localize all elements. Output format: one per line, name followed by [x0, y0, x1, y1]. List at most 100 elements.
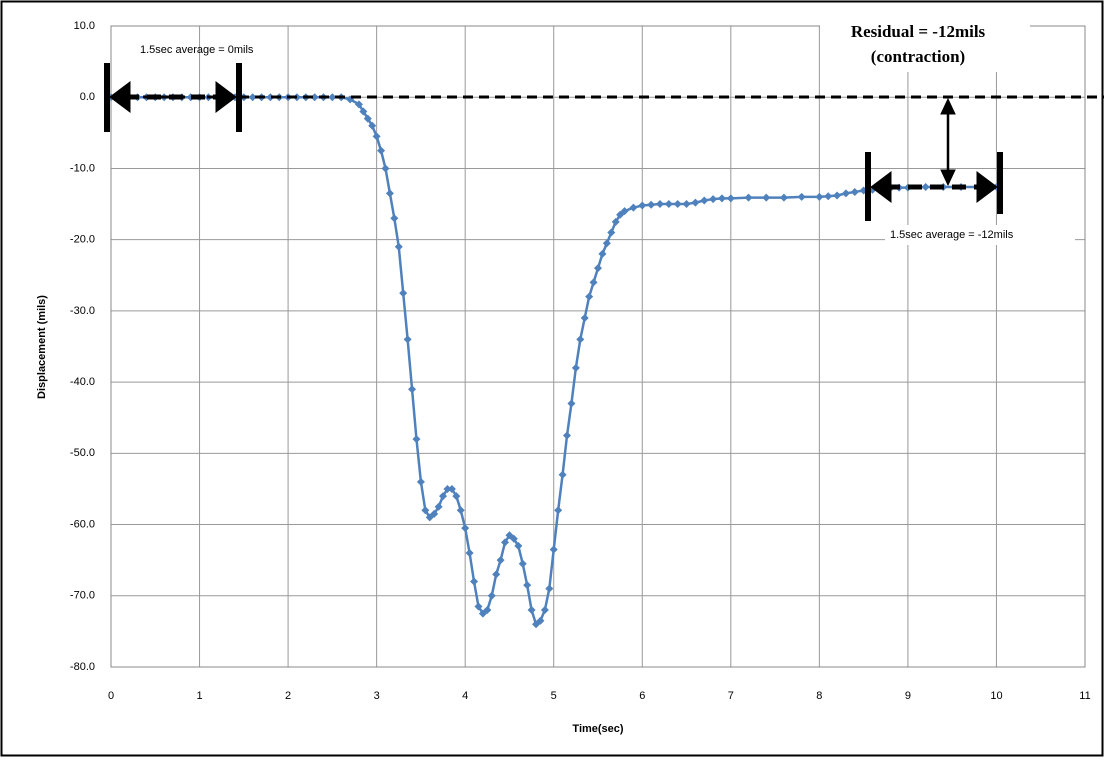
y-tick-label: -20.0 [70, 234, 95, 246]
data-point [664, 200, 673, 209]
data-point [310, 93, 319, 102]
plot-area [110, 25, 1086, 668]
annotation: (contraction) [871, 47, 965, 66]
y-axis-title: Displacement (mils) [36, 295, 48, 399]
x-axis-title: Time(sec) [572, 723, 623, 735]
data-point [408, 385, 417, 394]
data-point [447, 484, 456, 493]
x-tick-label: 3 [374, 690, 380, 702]
data-point [443, 484, 452, 493]
data-point [762, 193, 771, 202]
y-tick-label: -70.0 [70, 590, 95, 602]
data-point [474, 602, 483, 611]
data-point [501, 538, 510, 547]
data-point [717, 194, 726, 203]
x-tick-label: 11 [1079, 690, 1090, 702]
data-point [673, 200, 682, 209]
data-point [372, 132, 381, 141]
label-box [820, 22, 1030, 72]
y-tick-label: -10.0 [70, 162, 95, 174]
data-point [700, 196, 709, 205]
data-point [682, 200, 691, 209]
data-point [465, 549, 474, 558]
data-point [403, 335, 412, 344]
data-point [496, 556, 505, 565]
data-point [594, 264, 602, 273]
data-point [815, 192, 824, 201]
data-point [487, 591, 496, 600]
y-tick-label: 10.0 [74, 20, 95, 32]
data-point [514, 541, 523, 550]
x-tick-label: 10 [990, 690, 1002, 702]
annotation: Residual = -12mils [851, 22, 986, 41]
data-point [824, 192, 833, 201]
annotation-graphics [104, 63, 1104, 221]
y-tick-label: 0.0 [80, 91, 95, 103]
data-point [381, 164, 390, 173]
data-point [518, 559, 527, 568]
data-point [377, 146, 386, 155]
arrow-head [976, 171, 998, 203]
arrow-head [870, 171, 892, 203]
data-point [509, 534, 518, 543]
data-point [527, 606, 536, 615]
data-point [434, 502, 443, 511]
y-tick-label: -80.0 [70, 661, 95, 673]
data-point [452, 492, 461, 501]
x-tick-label: 4 [462, 690, 468, 702]
x-tick-label: 7 [728, 690, 734, 702]
data-point [602, 239, 611, 248]
data-point [607, 228, 616, 237]
data-point [744, 193, 753, 202]
data-point [399, 289, 408, 298]
data-point [390, 214, 399, 223]
data-point [558, 470, 567, 479]
data-point [363, 114, 372, 123]
data-point [589, 278, 598, 287]
data-point [647, 200, 656, 209]
data-point [412, 435, 421, 444]
data-point [709, 195, 718, 204]
arrow-head [940, 97, 956, 115]
data-point [655, 200, 664, 209]
data-point [726, 194, 735, 203]
data-point [483, 606, 492, 615]
data-point [554, 506, 563, 515]
annotation: 1.5sec average = 0mils [140, 44, 254, 56]
y-tick-label: -30.0 [70, 305, 95, 317]
data-point [580, 314, 589, 323]
data-point [850, 187, 859, 196]
data-point [611, 217, 620, 226]
data-point [536, 616, 545, 625]
data-point [368, 121, 377, 130]
data-point [430, 509, 439, 518]
data-point [359, 107, 368, 116]
data-point [266, 93, 275, 102]
data-point [921, 182, 930, 191]
data-point [461, 524, 470, 533]
data-point [540, 606, 549, 615]
data-point [470, 577, 479, 586]
x-tick-label: 2 [285, 690, 291, 702]
label-box [885, 225, 1075, 245]
x-tick-label: 6 [639, 690, 645, 702]
data-point [797, 192, 806, 201]
data-point [841, 189, 850, 198]
data-point [439, 492, 448, 501]
y-tick-label: -50.0 [70, 447, 95, 459]
data-point [563, 431, 572, 440]
data-point [421, 506, 430, 515]
data-point [385, 189, 394, 198]
data-point [328, 93, 337, 102]
data-point [629, 203, 638, 212]
x-tick-label: 0 [108, 690, 114, 702]
data-point [620, 207, 629, 216]
data-point [416, 477, 425, 486]
arrow-head [109, 81, 131, 113]
x-tick-label: 5 [551, 690, 557, 702]
data-point [567, 399, 576, 408]
arrow-head [215, 81, 237, 113]
data-point [354, 100, 363, 109]
